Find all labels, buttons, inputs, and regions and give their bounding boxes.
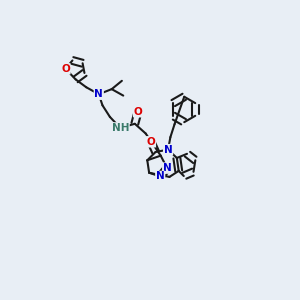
Text: O: O [147,137,155,147]
Text: N: N [163,163,172,173]
Text: NH: NH [112,123,129,133]
Text: N: N [156,171,165,182]
Text: N: N [164,145,172,155]
Text: O: O [61,64,70,74]
Text: N: N [94,89,103,99]
Text: O: O [134,107,142,117]
